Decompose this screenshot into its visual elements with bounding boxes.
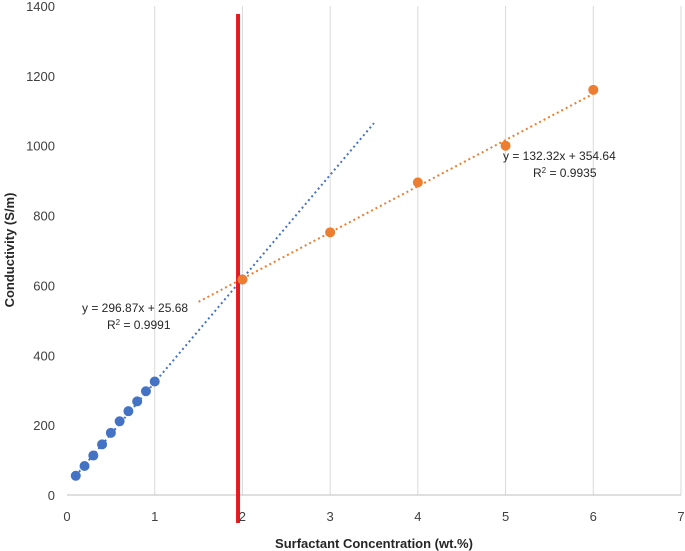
blue-data-point — [132, 396, 143, 407]
blue-data-point — [105, 427, 116, 438]
x-tick-label: 4 — [414, 509, 421, 524]
blue-r2-value: = 0.9991 — [120, 318, 171, 332]
y-tick-label: 800 — [33, 209, 55, 224]
blue-data-point — [88, 450, 99, 461]
blue-trendline-r2: R2 = 0.9991 — [107, 318, 171, 333]
x-tick-label: 1 — [151, 509, 158, 524]
x-tick-label: 5 — [502, 509, 509, 524]
y-tick-labels: 0 200 400 600 800 1000 1200 1400 — [26, 0, 55, 503]
blue-trendline — [75, 122, 375, 477]
y-tick-label: 400 — [33, 348, 55, 363]
y-tick-label: 1000 — [26, 139, 55, 154]
orange-trendline-r2: R2 = 0.9935 — [533, 166, 597, 181]
blue-data-point — [114, 416, 125, 427]
orange-trendline-equation: y = 132.32x + 354.64 — [503, 149, 616, 163]
trendlines — [75, 92, 594, 477]
blue-data-point — [140, 386, 151, 397]
x-tick-labels: 0 1 2 3 4 5 6 7 — [63, 509, 684, 524]
x-axis-title: Surfactant Concentration (wt.%) — [275, 536, 473, 551]
x-tick-label: 3 — [327, 509, 334, 524]
orange-r2-value: = 0.9935 — [546, 166, 597, 180]
x-tick-label: 7 — [677, 509, 684, 524]
orange-r2-exponent: 2 — [542, 166, 547, 175]
orange-r2-base: R — [533, 166, 542, 180]
y-tick-label: 1400 — [26, 0, 55, 14]
y-tick-label: 600 — [33, 278, 55, 293]
blue-data-point — [149, 376, 160, 387]
blue-data-point — [79, 461, 90, 472]
blue-trendline-equation: y = 296.87x + 25.68 — [82, 301, 188, 315]
blue-data-point — [70, 470, 81, 481]
y-tick-label: 1200 — [26, 69, 55, 84]
blue-data-point — [123, 406, 134, 417]
x-gridlines — [154, 6, 682, 495]
y-tick-label: 200 — [33, 418, 55, 433]
blue-r2-exponent: 2 — [116, 318, 121, 327]
x-tick-label: 2 — [239, 509, 246, 524]
orange-data-point — [588, 84, 599, 95]
y-axis-title: Conductivity (S/m) — [2, 193, 17, 308]
x-tick-label: 0 — [63, 509, 70, 524]
blue-r2-base: R — [107, 318, 116, 332]
orange-trendline — [198, 92, 594, 303]
y-tick-label: 0 — [48, 488, 55, 503]
orange-data-point — [237, 274, 248, 285]
orange-data-point — [325, 227, 336, 238]
orange-data-point — [412, 177, 423, 188]
orange-data-point — [500, 140, 511, 151]
data-points — [70, 84, 599, 481]
blue-data-point — [97, 439, 108, 450]
x-tick-label: 6 — [590, 509, 597, 524]
